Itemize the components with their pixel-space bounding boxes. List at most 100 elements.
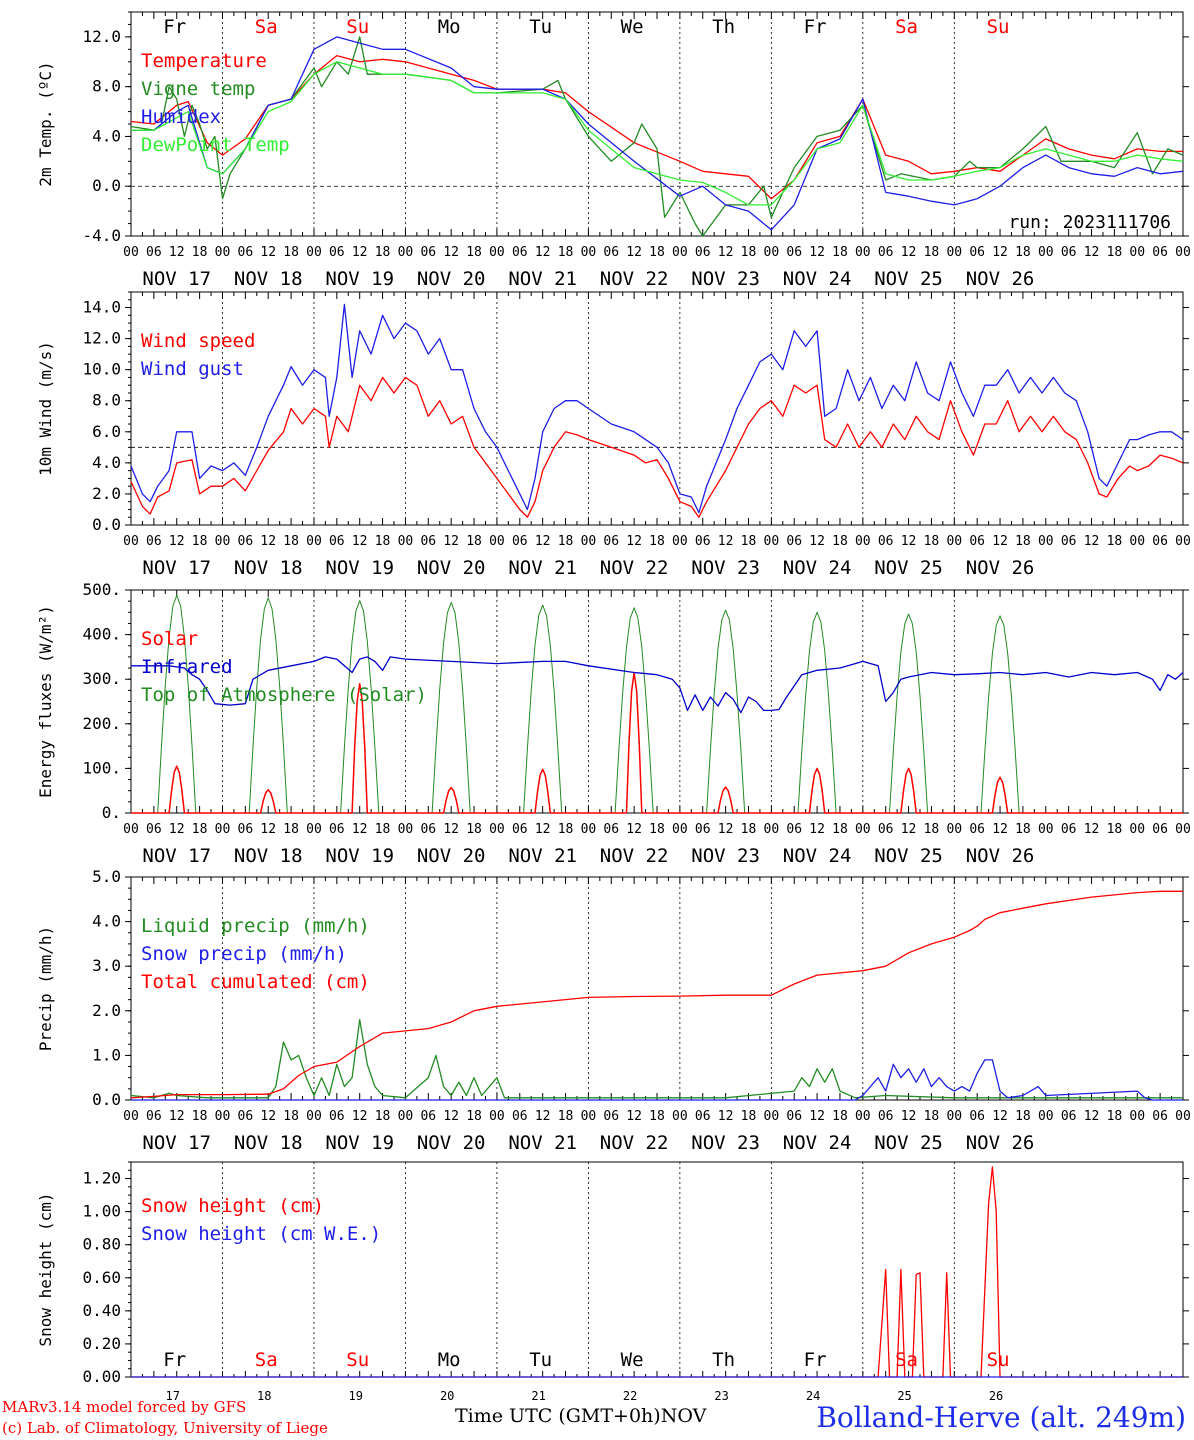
y-tick-label: 5.0 [92,867,121,886]
x-tick-label: 18 [1107,822,1123,837]
y-tick-label: 200. [82,714,121,733]
x-axis-title: Time UTC (GMT+0h)NOV [455,1405,706,1427]
y-tick-label: 4.0 [92,126,121,145]
legend-label: Snow height (cm) [141,1195,324,1217]
run-annotation: run: 2023111706 [1008,212,1171,233]
date-label: NOV 25 [874,557,943,579]
x-tick-label: 18 [375,1109,391,1124]
x-tick-label: 12 [901,1109,917,1124]
y-tick-label: 12.0 [82,27,121,46]
x-tick-label: 00 [855,822,871,837]
x-tick-label: 12 [443,245,459,260]
x-tick-label: 00 [1129,245,1145,260]
y-tick-label: 0.00 [82,1367,121,1386]
date-label: NOV 25 [874,845,943,867]
date-label: NOV 17 [142,557,211,579]
date-label: NOV 25 [874,1132,943,1154]
x-tick-label: 00 [1175,1109,1191,1124]
x-tick-label: 00 [581,1109,597,1124]
x-tick-label: 06 [238,534,254,549]
x-tick-label: 12 [352,1109,368,1124]
day-number-label: 20 [440,1389,454,1403]
x-tick-label: 00 [1038,822,1054,837]
x-tick-label: 06 [1061,534,1077,549]
x-tick-label: 06 [603,245,619,260]
panel-3 [125,589,1189,814]
x-tick-label: 18 [283,1109,299,1124]
x-tick-label: 12 [809,534,825,549]
x-tick-label: 12 [626,1109,642,1124]
x-tick-label: 00 [764,245,780,260]
x-tick-label: 18 [741,1109,757,1124]
x-tick-label: 12 [352,534,368,549]
date-label: NOV 20 [417,1132,486,1154]
weekday-label: Tu [529,1349,552,1371]
x-tick-label: 18 [1015,534,1031,549]
x-tick-label: 00 [581,822,597,837]
x-tick-label: 12 [1084,245,1100,260]
x-tick-label: 18 [558,245,574,260]
x-tick-label: 12 [443,534,459,549]
x-tick-label: 18 [1107,245,1123,260]
x-tick-label: 12 [1084,1109,1100,1124]
series-line-snow-precip-mm-h- [131,1059,1183,1101]
date-label: NOV 18 [234,845,303,867]
date-label: NOV 22 [600,268,669,290]
date-label: NOV 20 [417,557,486,579]
series-line-solar [131,671,1183,814]
x-tick-label: 06 [420,534,436,549]
x-tick-label: 06 [695,1109,711,1124]
x-tick-label: 06 [512,1109,528,1124]
x-tick-label: 12 [169,1109,185,1124]
x-tick-label: 18 [924,245,940,260]
x-tick-label: 18 [375,822,391,837]
x-tick-label: 06 [969,1109,985,1124]
day-number-label: 22 [623,1389,637,1403]
legend-label: Liquid precip (mm/h) [141,915,370,937]
x-tick-label: 00 [855,245,871,260]
legend-label: Vigne temp [141,78,255,100]
x-tick-label: 00 [764,822,780,837]
weekday-label: We [621,16,644,38]
x-tick-label: 06 [512,245,528,260]
x-tick-label: 00 [1129,822,1145,837]
y-axis-label: 2m Temp. (ºC) [36,61,55,186]
x-tick-label: 12 [535,245,551,260]
x-tick-label: 00 [1129,534,1145,549]
x-tick-label: 00 [215,822,231,837]
weekday-label: Th [712,16,735,38]
x-tick-label: 12 [260,245,276,260]
x-tick-label: 00 [946,534,962,549]
day-number-label: 23 [714,1389,728,1403]
series-line-wind-gust [130,303,1184,514]
x-tick-label: 18 [466,1109,482,1124]
x-tick-label: 12 [992,1109,1008,1124]
x-tick-label: 18 [832,245,848,260]
x-tick-label: 06 [329,245,345,260]
y-tick-label: 4.0 [92,912,121,931]
panel-4 [125,876,1189,1101]
legend-label: Wind speed [141,330,255,352]
date-label: NOV 21 [508,1132,577,1154]
weekday-label: Fr [163,1349,186,1371]
x-tick-label: 00 [946,245,962,260]
x-tick-label: 06 [695,534,711,549]
x-tick-label: 06 [603,822,619,837]
weekday-label: Mo [438,1349,461,1371]
model-credit: MARv3.14 model forced by GFS [2,1398,247,1416]
legend-label: Solar [141,628,198,650]
x-tick-label: 00 [398,245,414,260]
weekday-label: Su [987,16,1010,38]
x-tick-label: 12 [260,822,276,837]
y-tick-label: -4.0 [82,226,121,245]
x-tick-label: 12 [443,822,459,837]
x-tick-label: 00 [123,822,139,837]
weekday-label: We [621,1349,644,1371]
legend-label: Wind gust [141,358,244,380]
y-tick-label: 0.20 [82,1334,121,1353]
legend-label: DewPoint Temp [141,134,290,156]
x-tick-label: 12 [809,245,825,260]
x-tick-label: 06 [512,534,528,549]
panel-2 [125,291,1189,526]
panel-5 [125,1161,1189,1378]
